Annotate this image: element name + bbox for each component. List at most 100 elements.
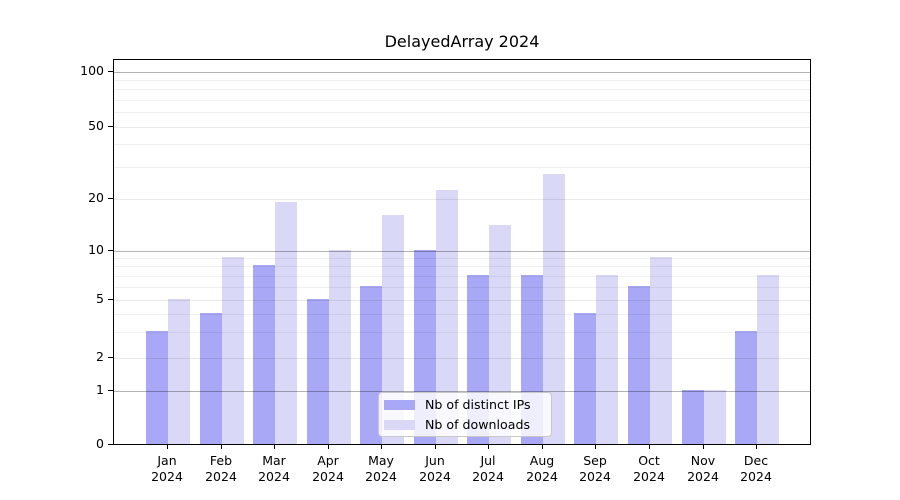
month-name: Mar: [262, 453, 286, 468]
x-tick-label-may: May 2024: [349, 453, 413, 484]
legend-item: Nb of distinct IPs: [384, 395, 551, 415]
x-tick-label-apr: Apr 2024: [296, 453, 360, 484]
bar-downloads-dec: [757, 274, 780, 444]
x-tick-label-nov: Nov 2024: [671, 453, 735, 484]
x-tick-mark: [649, 445, 650, 449]
bar-distinct-ips-may: [360, 285, 383, 444]
gridline-minor-9: [114, 258, 810, 259]
plot-area: [113, 59, 811, 445]
month-year: 2024: [740, 468, 772, 484]
x-tick-label-jun: Jun 2024: [403, 453, 467, 484]
month-year: 2024: [579, 468, 611, 484]
gridline-major-100: [114, 72, 810, 73]
x-tick-label-jan: Jan 2024: [135, 453, 199, 484]
x-tick-label-sep: Sep 2024: [563, 453, 627, 484]
y-tick-label: 1: [96, 382, 104, 397]
y-tick-label: 0: [96, 436, 104, 451]
gridline-minor-3: [114, 332, 810, 333]
month-year: 2024: [472, 468, 504, 484]
y-tick-mark: [108, 444, 113, 445]
gridline-major-10: [114, 251, 810, 252]
x-tick-mark: [221, 445, 222, 449]
month-name: Oct: [638, 453, 660, 468]
bar-distinct-ips-nov: [681, 389, 704, 444]
month-name: Sep: [583, 453, 607, 468]
y-tick-label: 5: [96, 291, 104, 306]
y-tick-mark: [108, 390, 113, 391]
x-tick-label-aug: Aug 2024: [510, 453, 574, 484]
bar-downloads-aug: [542, 174, 565, 444]
x-tick-mark: [381, 445, 382, 449]
bar-distinct-ips-feb: [199, 312, 222, 444]
legend-label: Nb of downloads: [425, 417, 531, 432]
y-tick-mark: [108, 299, 113, 300]
x-tick-mark: [488, 445, 489, 449]
gridline-minor-4: [114, 314, 810, 315]
y-tick-mark: [108, 198, 113, 199]
y-tick-label: 10: [88, 242, 104, 257]
month-year: 2024: [526, 468, 558, 484]
x-tick-label-dec: Dec 2024: [724, 453, 788, 484]
gridline-minor-90: [114, 80, 810, 81]
legend-swatch-downloads: [384, 420, 415, 430]
month-year: 2024: [687, 468, 719, 484]
x-tick-mark: [328, 445, 329, 449]
y-tick-mark: [108, 250, 113, 251]
chart-title: DelayedArray 2024: [384, 32, 540, 51]
bar-downloads-mar: [275, 201, 298, 444]
month-year: 2024: [312, 468, 344, 484]
bar-downloads-sep: [596, 274, 619, 444]
month-year: 2024: [365, 468, 397, 484]
month-name: Aug: [529, 453, 555, 468]
bar-downloads-feb: [221, 256, 244, 444]
month-name: Apr: [317, 453, 339, 468]
legend-label: Nb of distinct IPs: [425, 397, 531, 412]
gridline-minor-70: [114, 100, 810, 101]
bar-downloads-may: [382, 214, 405, 444]
x-tick-label-mar: Mar 2024: [242, 453, 306, 484]
gridline-5: [114, 300, 810, 301]
bar-distinct-ips-jan: [146, 330, 168, 444]
month-year: 2024: [633, 468, 665, 484]
y-tick-label: 20: [88, 190, 104, 205]
y-tick-label: 100: [80, 63, 104, 78]
bar-downloads-apr: [328, 249, 351, 444]
y-tick-mark: [108, 357, 113, 358]
x-tick-label-oct: Oct 2024: [617, 453, 681, 484]
x-tick-mark: [595, 445, 596, 449]
x-tick-mark: [167, 445, 168, 449]
y-tick-mark: [108, 71, 113, 72]
gridline-major-1: [114, 391, 810, 392]
bar-downloads-jan: [168, 298, 190, 444]
legend: Nb of distinct IPs Nb of downloads: [378, 392, 552, 437]
month-name: Jul: [480, 453, 496, 468]
bar-downloads-oct: [649, 256, 672, 444]
month-name: Jun: [425, 453, 445, 468]
gridline-minor-7: [114, 276, 810, 277]
legend-swatch-distinct-ips: [384, 400, 415, 410]
x-tick-mark: [542, 445, 543, 449]
gridline-2: [114, 358, 810, 359]
gridline-minor-80: [114, 89, 810, 90]
gridline-20: [114, 199, 810, 200]
x-tick-mark: [756, 445, 757, 449]
month-year: 2024: [205, 468, 237, 484]
gridline-minor-60: [114, 112, 810, 113]
bar-downloads-jun: [435, 190, 458, 444]
gridline-minor-8: [114, 266, 810, 267]
month-year: 2024: [151, 468, 183, 484]
gridline-minor-6: [114, 287, 810, 288]
bar-distinct-ips-oct: [627, 285, 650, 444]
bar-distinct-ips-apr: [306, 298, 329, 444]
bar-downloads-jul: [489, 224, 512, 444]
bar-distinct-ips-sep: [574, 312, 597, 444]
month-year: 2024: [258, 468, 290, 484]
month-name: May: [368, 453, 394, 468]
month-year: 2024: [419, 468, 451, 484]
month-name: Nov: [690, 453, 716, 468]
x-tick-mark: [274, 445, 275, 449]
bar-downloads-nov: [703, 389, 726, 444]
gridline-minor-30: [114, 167, 810, 168]
y-tick-label: 2: [96, 349, 104, 364]
